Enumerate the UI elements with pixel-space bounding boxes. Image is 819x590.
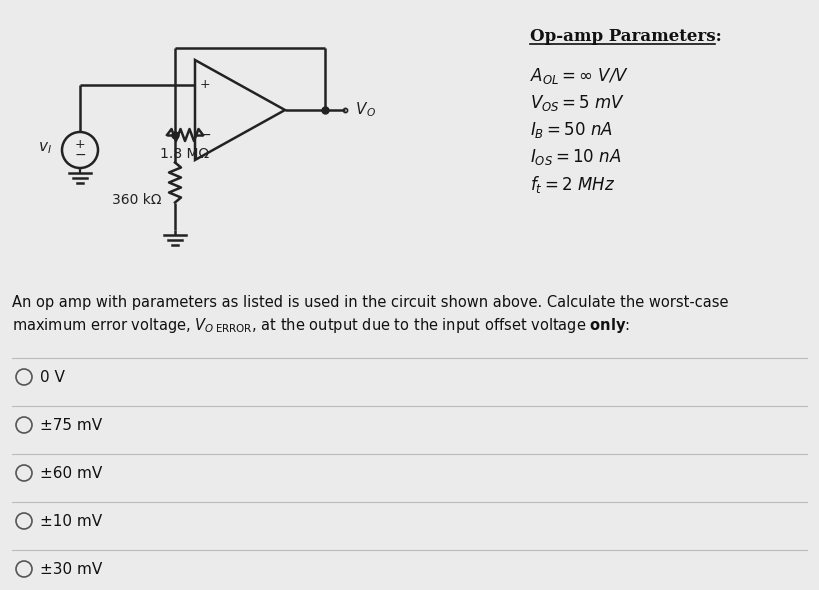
Text: $I_B$$ = 50$ nA: $I_B$$ = 50$ nA <box>530 120 613 140</box>
Text: maximum error voltage, $V_O$$_{\,\mathrm{ERROR}}$, at the output due to the inpu: maximum error voltage, $V_O$$_{\,\mathrm… <box>12 316 630 335</box>
Text: 1.8 MΩ: 1.8 MΩ <box>161 147 210 161</box>
Text: $f_t$$= 2$ MHz: $f_t$$= 2$ MHz <box>530 174 615 195</box>
Text: $I_{OS}$$ = 10$ nA: $I_{OS}$$ = 10$ nA <box>530 147 622 167</box>
Text: ±30 mV: ±30 mV <box>40 562 102 576</box>
Text: $V_O$: $V_O$ <box>351 101 376 119</box>
Text: ±60 mV: ±60 mV <box>40 466 102 480</box>
Text: $V_{OS}$$ = 5$ mV: $V_{OS}$$ = 5$ mV <box>530 93 625 113</box>
Text: 0 V: 0 V <box>40 369 65 385</box>
Text: −: − <box>199 128 210 142</box>
Text: ±75 mV: ±75 mV <box>40 418 102 432</box>
Text: +: + <box>75 137 85 150</box>
Text: $v_I$: $v_I$ <box>38 140 52 156</box>
Text: −: − <box>75 148 86 162</box>
Text: ±10 mV: ±10 mV <box>40 513 102 529</box>
Text: $A_{OL}$$ = \infty$ V/V: $A_{OL}$$ = \infty$ V/V <box>530 66 629 86</box>
Text: +: + <box>200 78 210 91</box>
Text: 360 kΩ: 360 kΩ <box>111 194 161 208</box>
Text: An op amp with parameters as listed is used in the circuit shown above. Calculat: An op amp with parameters as listed is u… <box>12 295 728 310</box>
Text: Op-amp Parameters:: Op-amp Parameters: <box>530 28 722 45</box>
